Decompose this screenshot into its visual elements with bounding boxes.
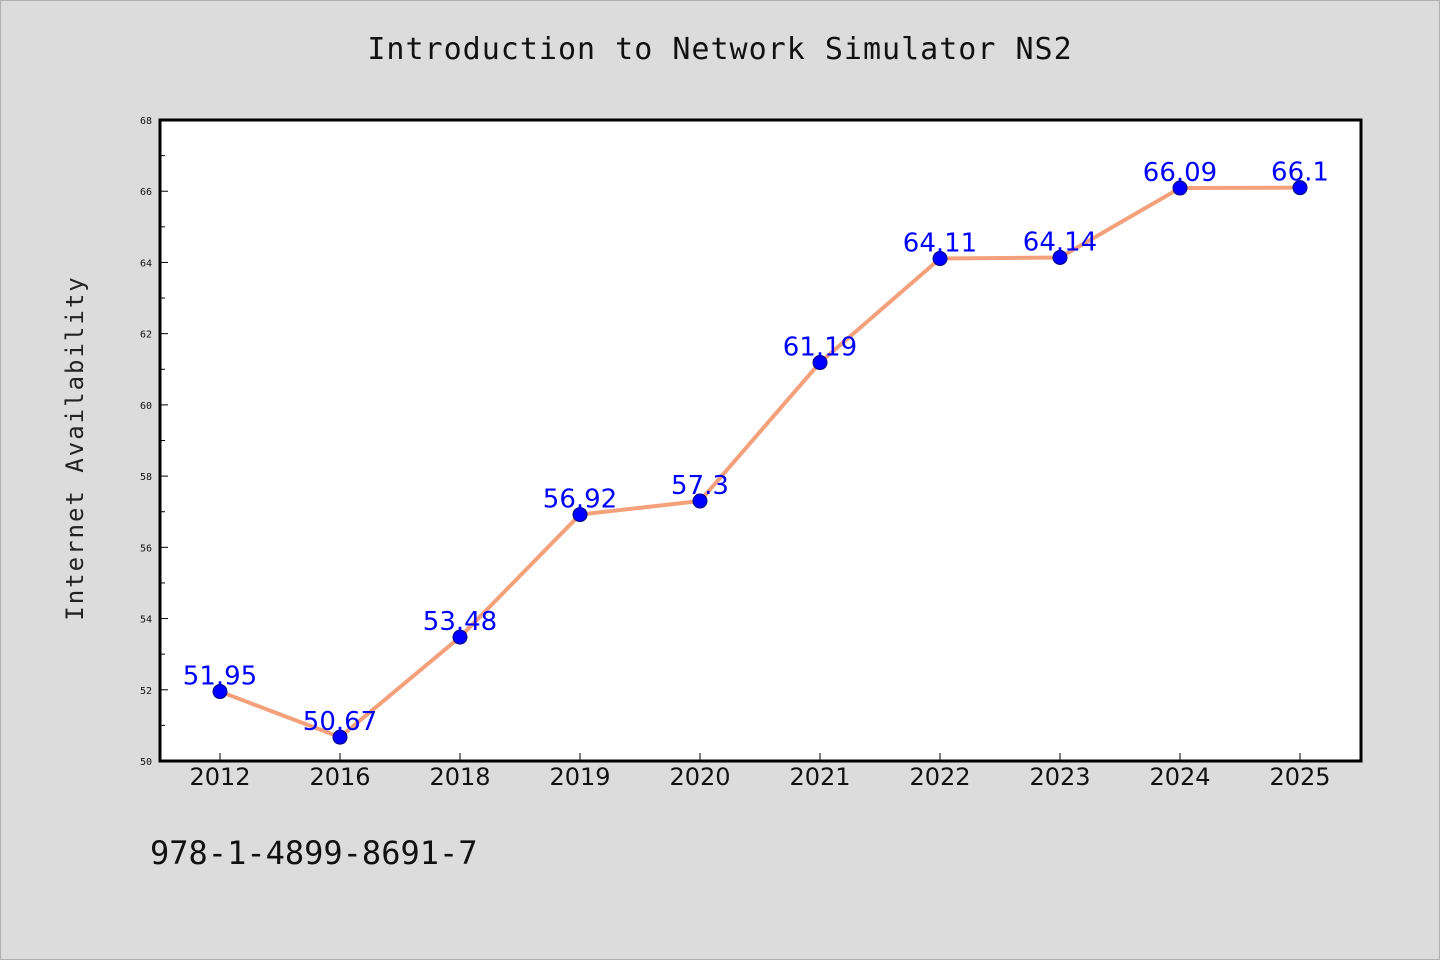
data-label-group: 51.95 50.67 53.48 56.92 57.3 61.19 64.11 64.14 6… [183,158,1329,737]
x-tick-label: 2021 [789,763,850,791]
plot-area [158,118,1363,763]
y-tick-label: 62 [140,330,152,341]
data-point [332,729,348,745]
data-point [932,251,948,267]
data-label: 50.67 [303,707,377,737]
data-point [1292,180,1308,196]
data-label: 61.19 [783,333,857,363]
marker-group [212,180,1308,745]
chart-title: Introduction to Network Simulator NS2 [367,32,1073,67]
data-label: 53.48 [423,607,497,637]
data-point [572,507,588,523]
data-point [1052,249,1068,265]
x-tick-label: 2012 [189,763,250,791]
x-axis: 2012 2016 2018 2019 2020 2021 2022 2023 2024 2025 [189,753,1331,791]
x-tick-label: 2023 [1029,763,1090,791]
data-label: 66.1 [1271,158,1329,188]
data-point [812,355,828,371]
data-point [1172,180,1188,196]
y-tick-label: 52 [140,686,152,697]
x-tick-label: 2025 [1269,763,1330,791]
data-label: 57.3 [671,471,729,501]
data-label: 64.14 [1023,227,1097,257]
y-tick-label: 58 [140,472,152,483]
data-label: 51.95 [183,662,257,692]
data-label: 64.11 [903,229,977,259]
x-tick-label: 2018 [429,763,490,791]
x-tick-label: 2020 [669,763,730,791]
y-axis: 50 52 54 56 58 60 62 64 66 68 [140,116,168,768]
series-line [219,185,1301,740]
y-tick-label: 56 [140,543,152,554]
x-tick-label: 2016 [309,763,370,791]
y-tick-label: 54 [140,615,152,626]
y-tick-label: 66 [140,187,152,198]
y-tick-label: 64 [140,258,152,269]
isbn-text: 978-1-4899-8691-7 [150,834,478,872]
y-tick-label: 68 [140,116,152,127]
data-point [692,493,708,509]
x-tick-label: 2024 [1149,763,1210,791]
y-tick-label: 60 [140,401,152,412]
data-label: 66.09 [1143,158,1217,188]
data-point [212,684,228,700]
data-label: 56.92 [543,485,617,515]
series-line-group [219,185,1301,740]
x-tick-label: 2019 [549,763,610,791]
y-tick-label: 50 [140,757,152,768]
data-point [452,629,468,645]
x-tick-label: 2022 [909,763,970,791]
